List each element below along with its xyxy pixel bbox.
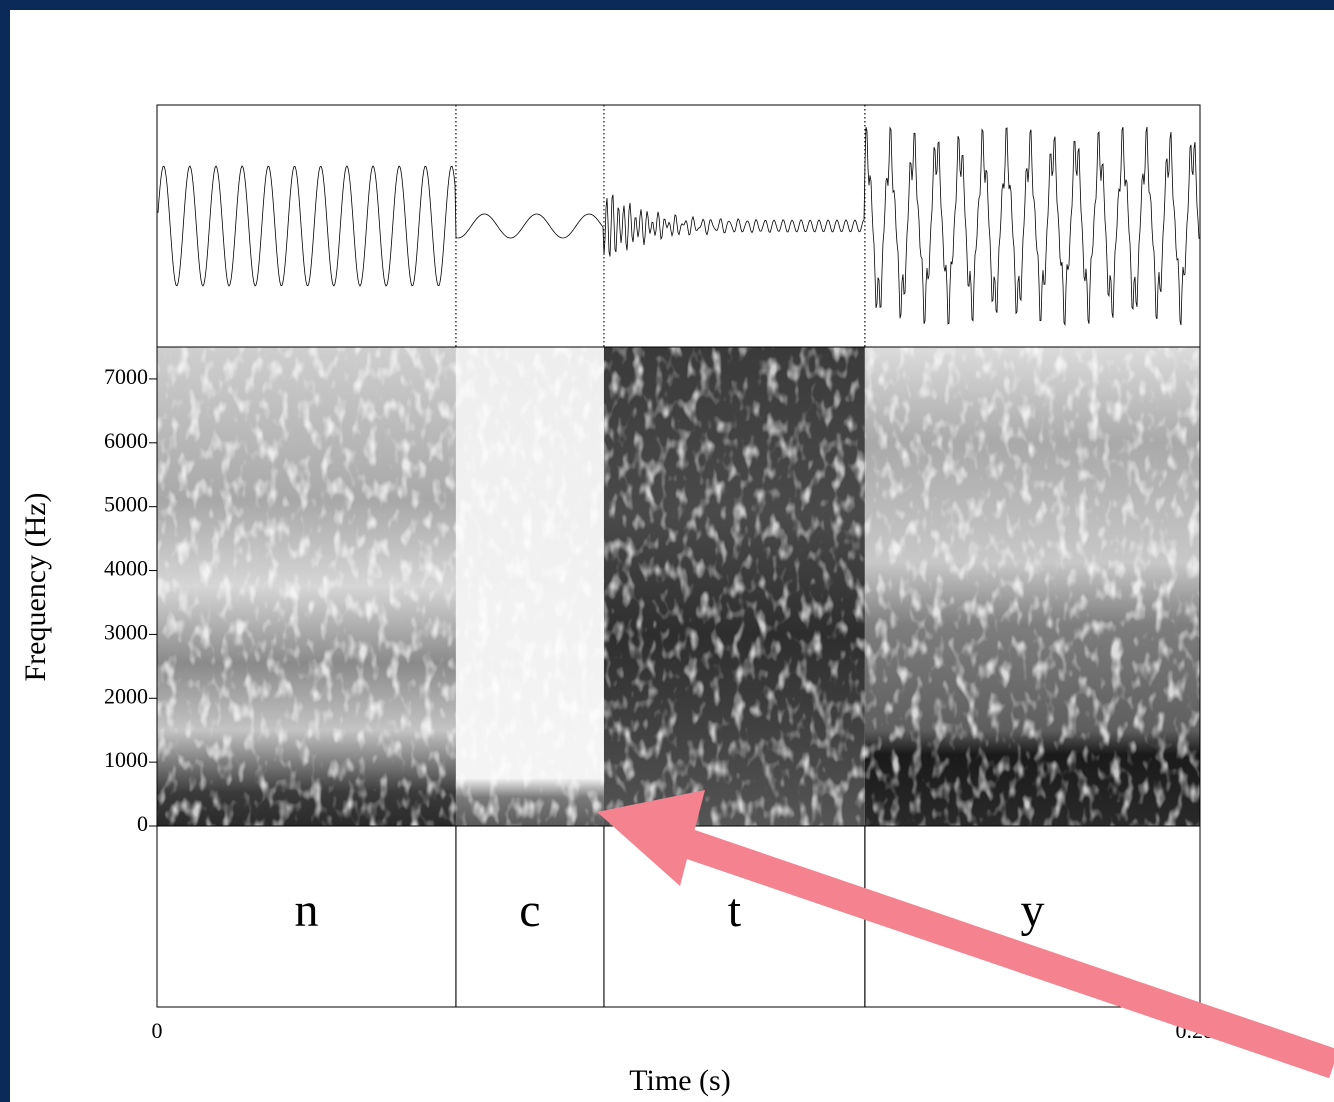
y-axis-label: Frequency (Hz) [19, 492, 52, 681]
interval-label: t [728, 884, 742, 937]
y-tick-label: 6000 [104, 428, 148, 453]
y-tick-label: 0 [137, 811, 148, 836]
x-tick-label: 0 [152, 1018, 163, 1043]
y-tick-label: 1000 [104, 747, 148, 772]
y-tick-label: 2000 [104, 683, 148, 708]
annotation-arrow [597, 790, 1334, 1079]
y-tick-label: 5000 [104, 492, 148, 517]
x-axis-label: Time (s) [629, 1064, 730, 1097]
interval-label: n [294, 884, 318, 937]
plot: ncty0100020003000400050006000700000.2882 [104, 104, 1236, 1043]
spectrogram-texture [157, 347, 1200, 826]
interval-label: y [1020, 884, 1044, 937]
arrow-head [597, 790, 705, 886]
interval-label: c [519, 884, 540, 937]
y-tick-label: 4000 [104, 556, 148, 581]
y-tick-label: 7000 [104, 364, 148, 389]
arrow-shaft [655, 819, 1334, 1079]
waveform [157, 126, 1200, 327]
y-tick-label: 3000 [104, 619, 148, 644]
